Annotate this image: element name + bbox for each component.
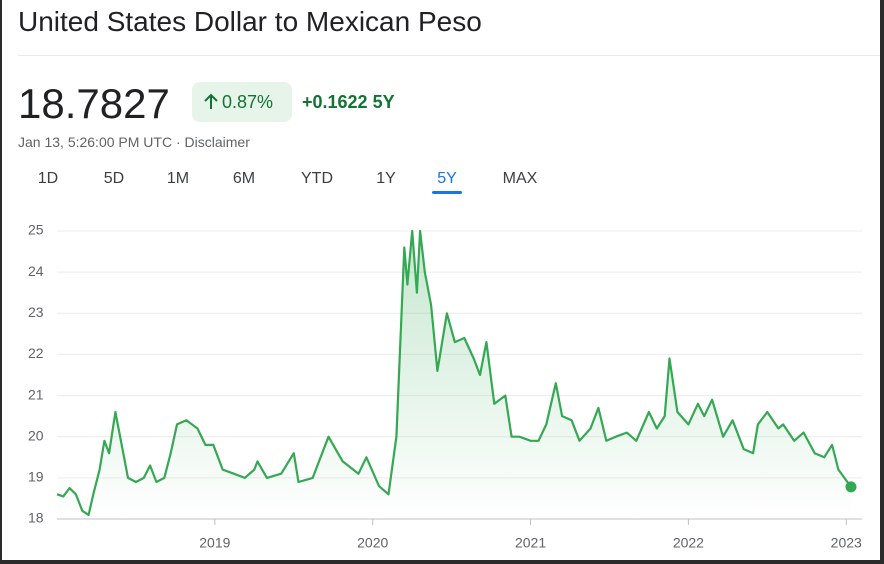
y-tick-label: 23: [28, 304, 44, 320]
y-tick-label: 20: [28, 427, 44, 443]
range-tab[interactable]: MAX: [502, 170, 538, 187]
x-tick-label: 2022: [673, 535, 704, 551]
x-tick-label: 2021: [515, 535, 546, 551]
range-tab[interactable]: 1Y: [376, 170, 396, 187]
range-tab[interactable]: 1D: [37, 170, 59, 187]
range-tab[interactable]: 5D: [103, 170, 125, 187]
change-chip: [192, 82, 292, 122]
y-tick-label: 19: [28, 469, 44, 485]
timestamp: Jan 13, 5:26:00 PM UTC · Disclaimer: [18, 134, 250, 150]
range-tab[interactable]: YTD: [301, 170, 333, 187]
change-percent: 0.87%: [222, 92, 274, 112]
range-tab[interactable]: 1M: [166, 170, 190, 187]
range-tab[interactable]: 5Y: [437, 170, 457, 187]
selected-underline: [432, 191, 462, 194]
y-tick-label: 18: [28, 510, 44, 526]
y-tick-label: 22: [28, 345, 44, 361]
up-arrow: [204, 93, 218, 109]
range-tab[interactable]: 6M: [232, 170, 256, 187]
divider: [18, 55, 880, 56]
y-tick-label: 21: [28, 386, 44, 402]
area: [57, 231, 851, 519]
change-value: +0.1622 5Y: [302, 92, 395, 112]
x-tick-label: 2019: [199, 535, 230, 551]
x-tick-label: 2020: [357, 535, 388, 551]
y-tick-label: 24: [28, 263, 44, 279]
x-tick-label: 2023: [831, 535, 862, 551]
title: United States Dollar to Mexican Peso: [18, 6, 482, 37]
end-dot: [845, 481, 857, 493]
line: [56, 229, 852, 516]
price: 18.7827: [18, 80, 170, 127]
y-tick-label: 25: [28, 222, 44, 238]
